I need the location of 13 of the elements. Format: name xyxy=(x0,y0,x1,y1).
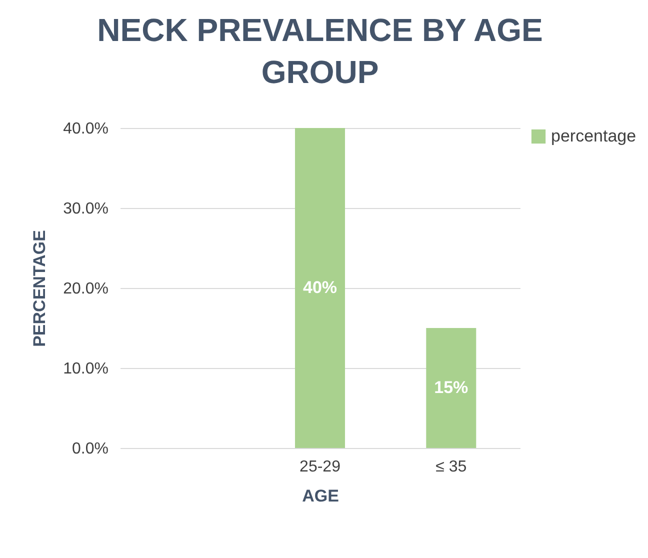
y-axis-title: PERCENTAGE xyxy=(30,230,50,347)
x-tick-label: 25-29 xyxy=(300,458,341,476)
y-tick-label: 40.0% xyxy=(63,120,108,138)
chart-title: NECK PREVALENCE BY AGE GROUP xyxy=(97,12,543,90)
data-label: 40% xyxy=(302,278,338,297)
y-tick-label: 20.0% xyxy=(63,280,108,298)
y-tick-label: 10.0% xyxy=(63,360,108,378)
x-tick-label: ≤ 35 xyxy=(436,458,467,476)
x-axis-title: AGE xyxy=(302,486,339,506)
legend-label: percentage xyxy=(551,126,636,146)
data-label: 15% xyxy=(434,378,468,397)
y-tick-label: 30.0% xyxy=(63,200,108,218)
y-tick-label: 0.0% xyxy=(72,440,108,458)
